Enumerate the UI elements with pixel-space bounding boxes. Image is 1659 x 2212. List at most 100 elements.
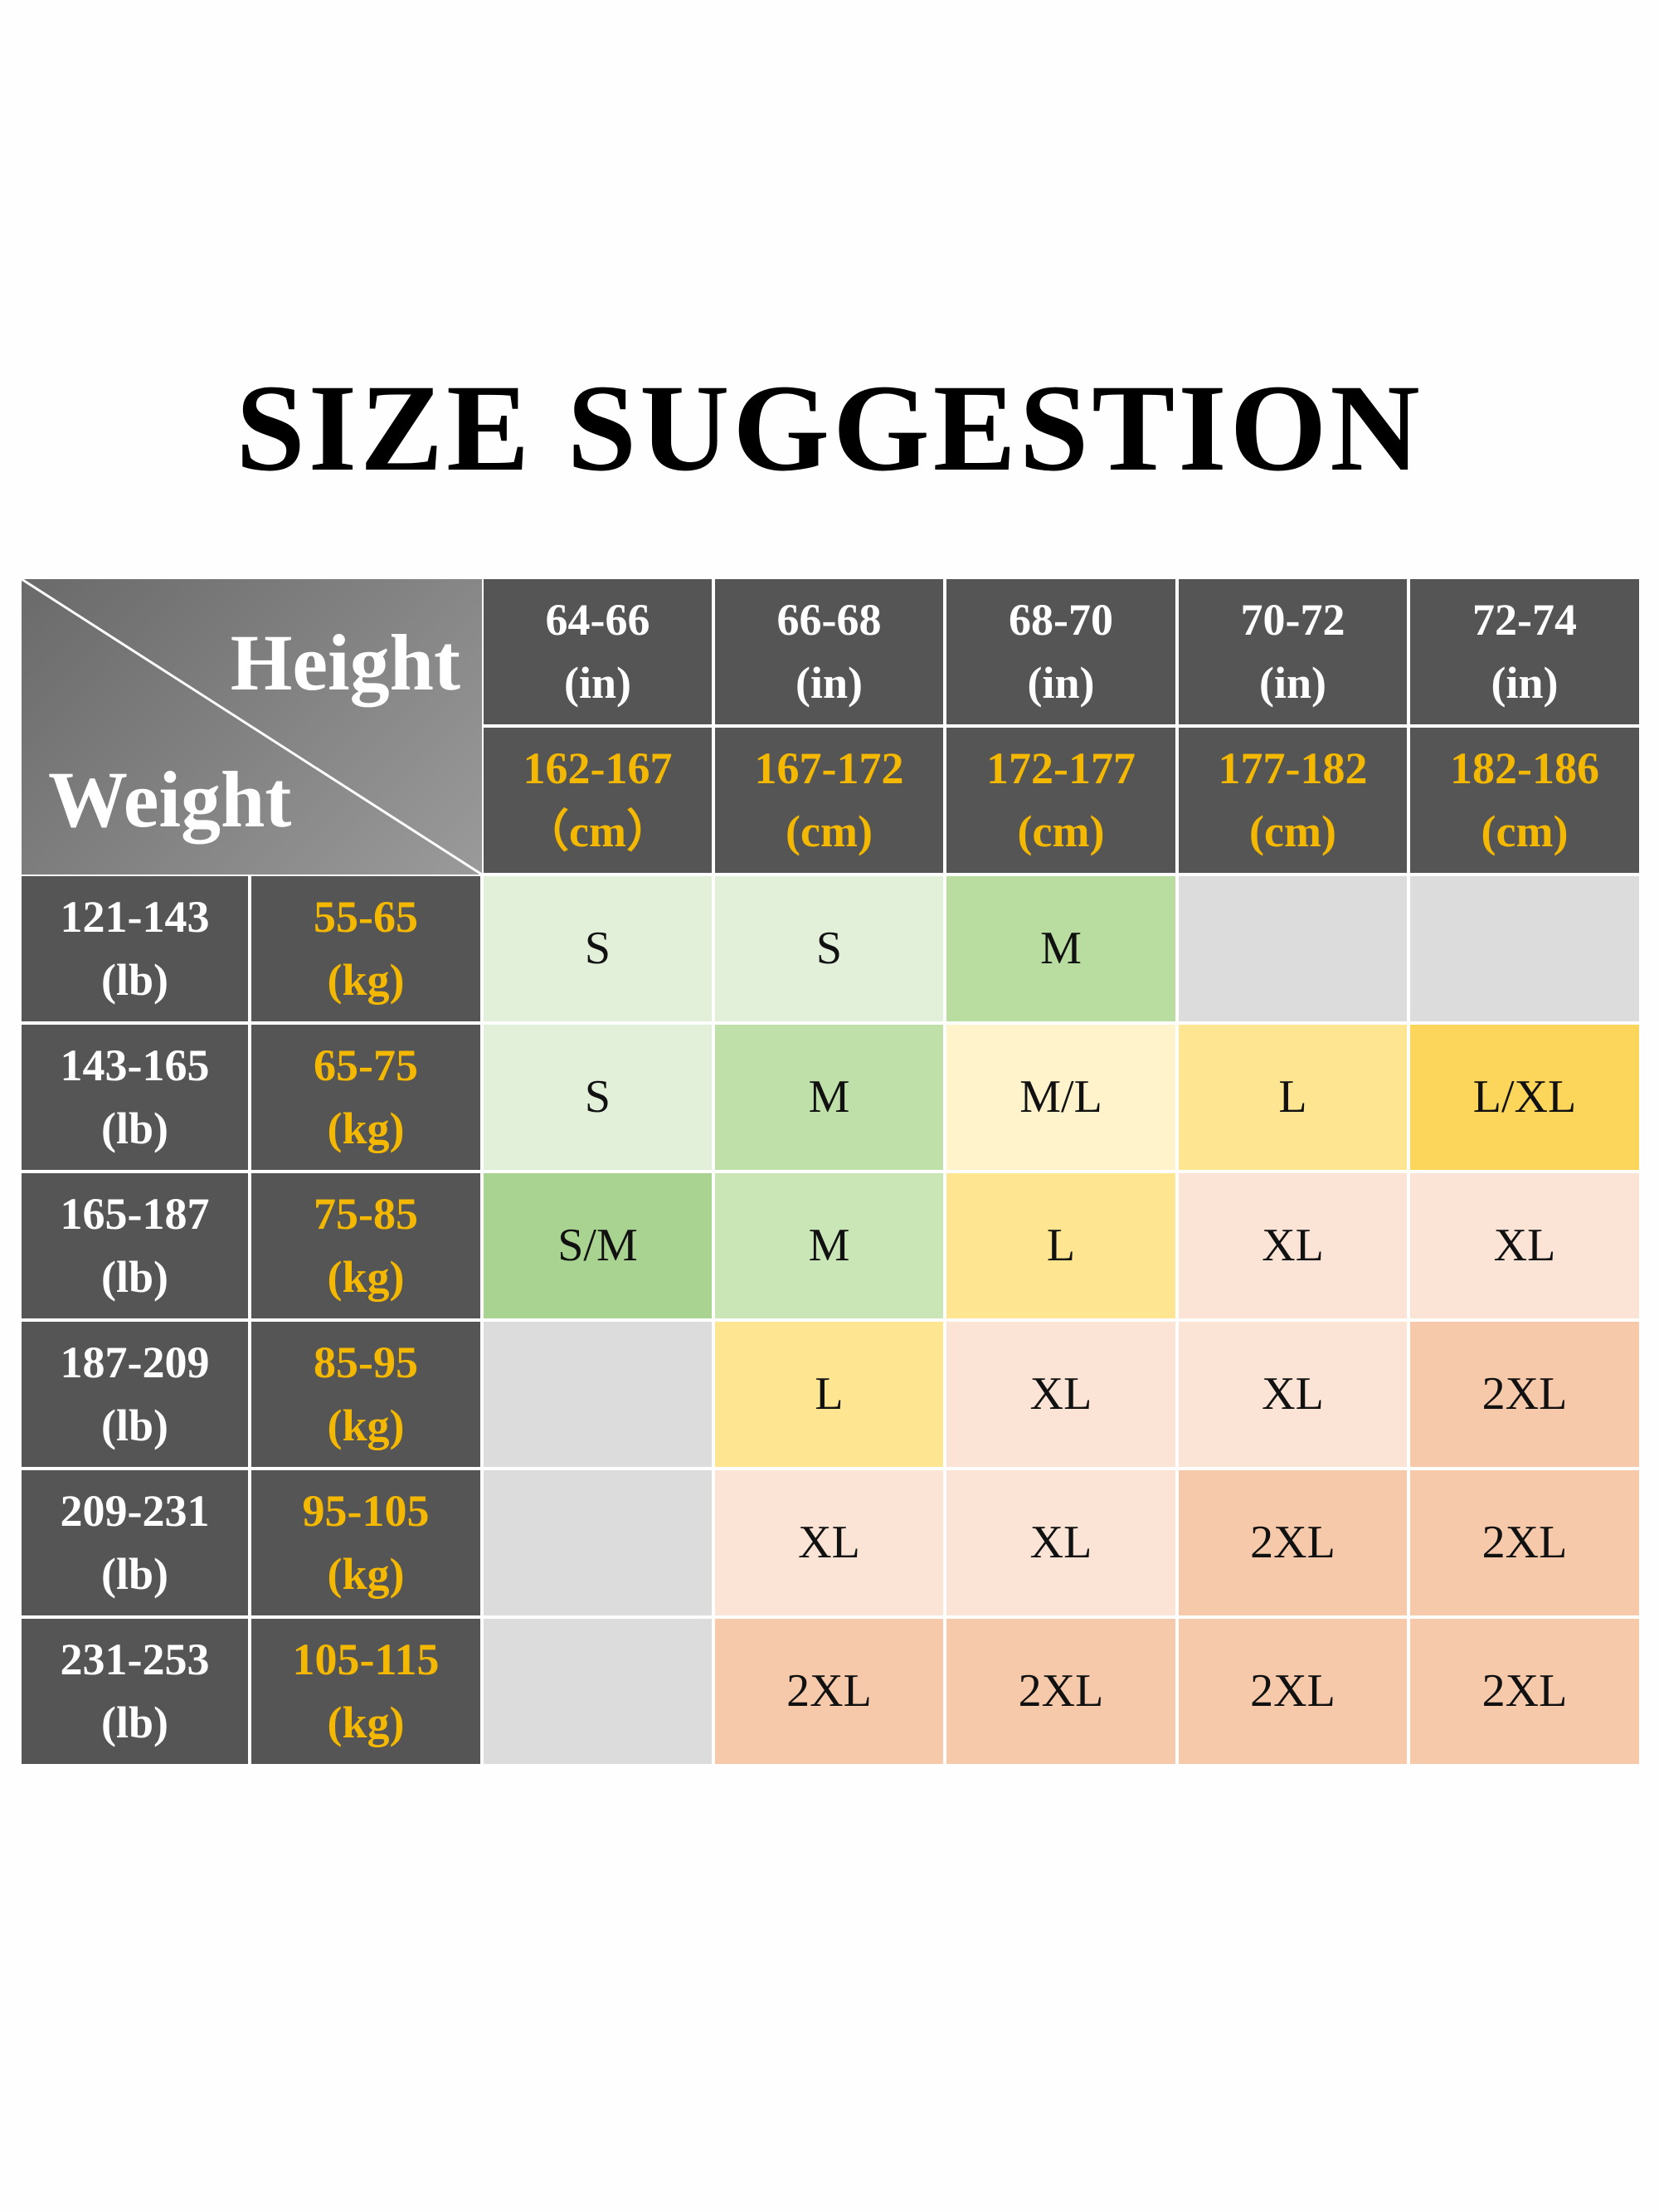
size-label: XL — [1262, 1368, 1324, 1420]
size-label: M/L — [1019, 1071, 1102, 1123]
diagonal-line — [22, 579, 482, 875]
height-in: 72-74 — [1472, 594, 1577, 645]
size-label: L — [815, 1368, 844, 1420]
unit: (cm) — [1017, 806, 1105, 856]
weight-kg: 65-75 — [314, 1040, 418, 1090]
unit: (in) — [1491, 657, 1559, 708]
unit: (lb) — [101, 1251, 168, 1302]
weight-lb: 165-187 — [60, 1188, 210, 1239]
size-cell: L/XL — [1410, 1025, 1639, 1170]
size-label: S/M — [557, 1220, 638, 1272]
height-cm-header: 167-172 (cm) — [715, 728, 943, 873]
size-cell: 2XL — [1410, 1470, 1639, 1615]
size-label: XL — [798, 1517, 860, 1569]
size-label: L — [1046, 1220, 1076, 1272]
weight-lb: 231-253 — [60, 1634, 210, 1684]
unit: (cm) — [786, 806, 873, 856]
size-cell: XL — [1179, 1322, 1407, 1467]
size-label: M — [1040, 923, 1082, 975]
size-cell — [1179, 876, 1407, 1021]
size-cell: XL — [1179, 1173, 1407, 1318]
unit: (lb) — [101, 1400, 168, 1450]
weight-lb-header: 187-209 (lb) — [22, 1322, 248, 1467]
size-label: S — [584, 1071, 611, 1123]
size-label: M — [808, 1071, 850, 1123]
height-cm: 167-172 — [754, 743, 904, 793]
size-cell: S/M — [484, 1173, 712, 1318]
weight-lb-header: 121-143 (lb) — [22, 876, 248, 1021]
size-cell — [484, 1619, 712, 1764]
weight-lb-header: 165-187 (lb) — [22, 1173, 248, 1318]
unit: (kg) — [327, 1548, 405, 1599]
unit: (lb) — [101, 1548, 168, 1599]
size-cell: L — [1179, 1025, 1407, 1170]
unit: (lb) — [101, 954, 168, 1005]
size-cell: 2XL — [715, 1619, 943, 1764]
size-cell: 2XL — [1179, 1619, 1407, 1764]
height-cm: 172-177 — [986, 743, 1136, 793]
unit: (in) — [564, 657, 631, 708]
size-cell: XL — [715, 1470, 943, 1615]
size-cell: XL — [1410, 1173, 1639, 1318]
size-cell — [484, 1322, 712, 1467]
size-label: S — [815, 923, 843, 975]
height-cm-header: 162-167 （cm） — [484, 728, 712, 873]
weight-kg: 55-65 — [314, 891, 418, 942]
unit: (lb) — [101, 1697, 168, 1747]
size-label: 2XL — [786, 1665, 872, 1717]
height-label: Height — [230, 618, 460, 707]
height-cm-header: 182-186 (cm) — [1410, 728, 1639, 873]
weight-lb-header: 231-253 (lb) — [22, 1619, 248, 1764]
size-cell: M/L — [946, 1025, 1175, 1170]
size-label: 2XL — [1250, 1665, 1335, 1717]
height-in: 70-72 — [1240, 594, 1345, 645]
size-cell — [1410, 876, 1639, 1021]
unit: (kg) — [327, 1400, 405, 1450]
weight-kg: 85-95 — [314, 1337, 418, 1387]
size-label: XL — [1262, 1220, 1324, 1272]
unit: (cm) — [1249, 806, 1336, 856]
size-label: XL — [1029, 1368, 1092, 1420]
height-cm: 182-186 — [1450, 743, 1599, 793]
size-label: 2XL — [1481, 1517, 1568, 1569]
size-cell: 2XL — [1179, 1470, 1407, 1615]
weight-kg-header: 105-115 (kg) — [251, 1619, 480, 1764]
unit: (kg) — [327, 1697, 405, 1747]
height-cm: 162-167 — [523, 743, 673, 793]
weight-kg-header: 55-65 (kg) — [251, 876, 480, 1021]
size-label: XL — [1493, 1220, 1556, 1272]
height-in-header: 72-74 (in) — [1410, 579, 1639, 724]
unit: (in) — [1027, 657, 1095, 708]
height-in: 66-68 — [776, 594, 882, 645]
weight-lb: 121-143 — [60, 891, 210, 942]
unit: (in) — [795, 657, 863, 708]
weight-lb: 209-231 — [60, 1485, 210, 1536]
height-in-header: 64-66 (in) — [484, 579, 712, 724]
height-cm: 177-182 — [1218, 743, 1368, 793]
height-cm-header: 177-182 (cm) — [1179, 728, 1407, 873]
size-cell: 2XL — [946, 1619, 1175, 1764]
unit: (kg) — [327, 954, 405, 1005]
weight-lb-header: 143-165 (lb) — [22, 1025, 248, 1170]
size-label: XL — [1029, 1517, 1092, 1569]
unit: (kg) — [327, 1103, 405, 1153]
size-label: L — [1278, 1071, 1307, 1123]
size-label: S — [584, 923, 611, 975]
weight-kg-header: 95-105 (kg) — [251, 1470, 480, 1615]
unit: (kg) — [327, 1251, 405, 1302]
size-cell: L — [946, 1173, 1175, 1318]
height-in-header: 68-70 (in) — [946, 579, 1175, 724]
weight-kg-header: 75-85 (kg) — [251, 1173, 480, 1318]
size-cell — [484, 1470, 712, 1615]
size-cell: S — [484, 876, 712, 1021]
size-label: 2XL — [1481, 1368, 1568, 1420]
size-label: M — [808, 1220, 850, 1272]
height-in: 68-70 — [1009, 594, 1113, 645]
weight-label: Weight — [48, 755, 292, 844]
size-cell: M — [715, 1173, 943, 1318]
diagonal — [22, 579, 482, 875]
height-in-header: 70-72 (in) — [1179, 579, 1407, 724]
size-cell: XL — [946, 1322, 1175, 1467]
size-label: L/XL — [1472, 1071, 1577, 1123]
